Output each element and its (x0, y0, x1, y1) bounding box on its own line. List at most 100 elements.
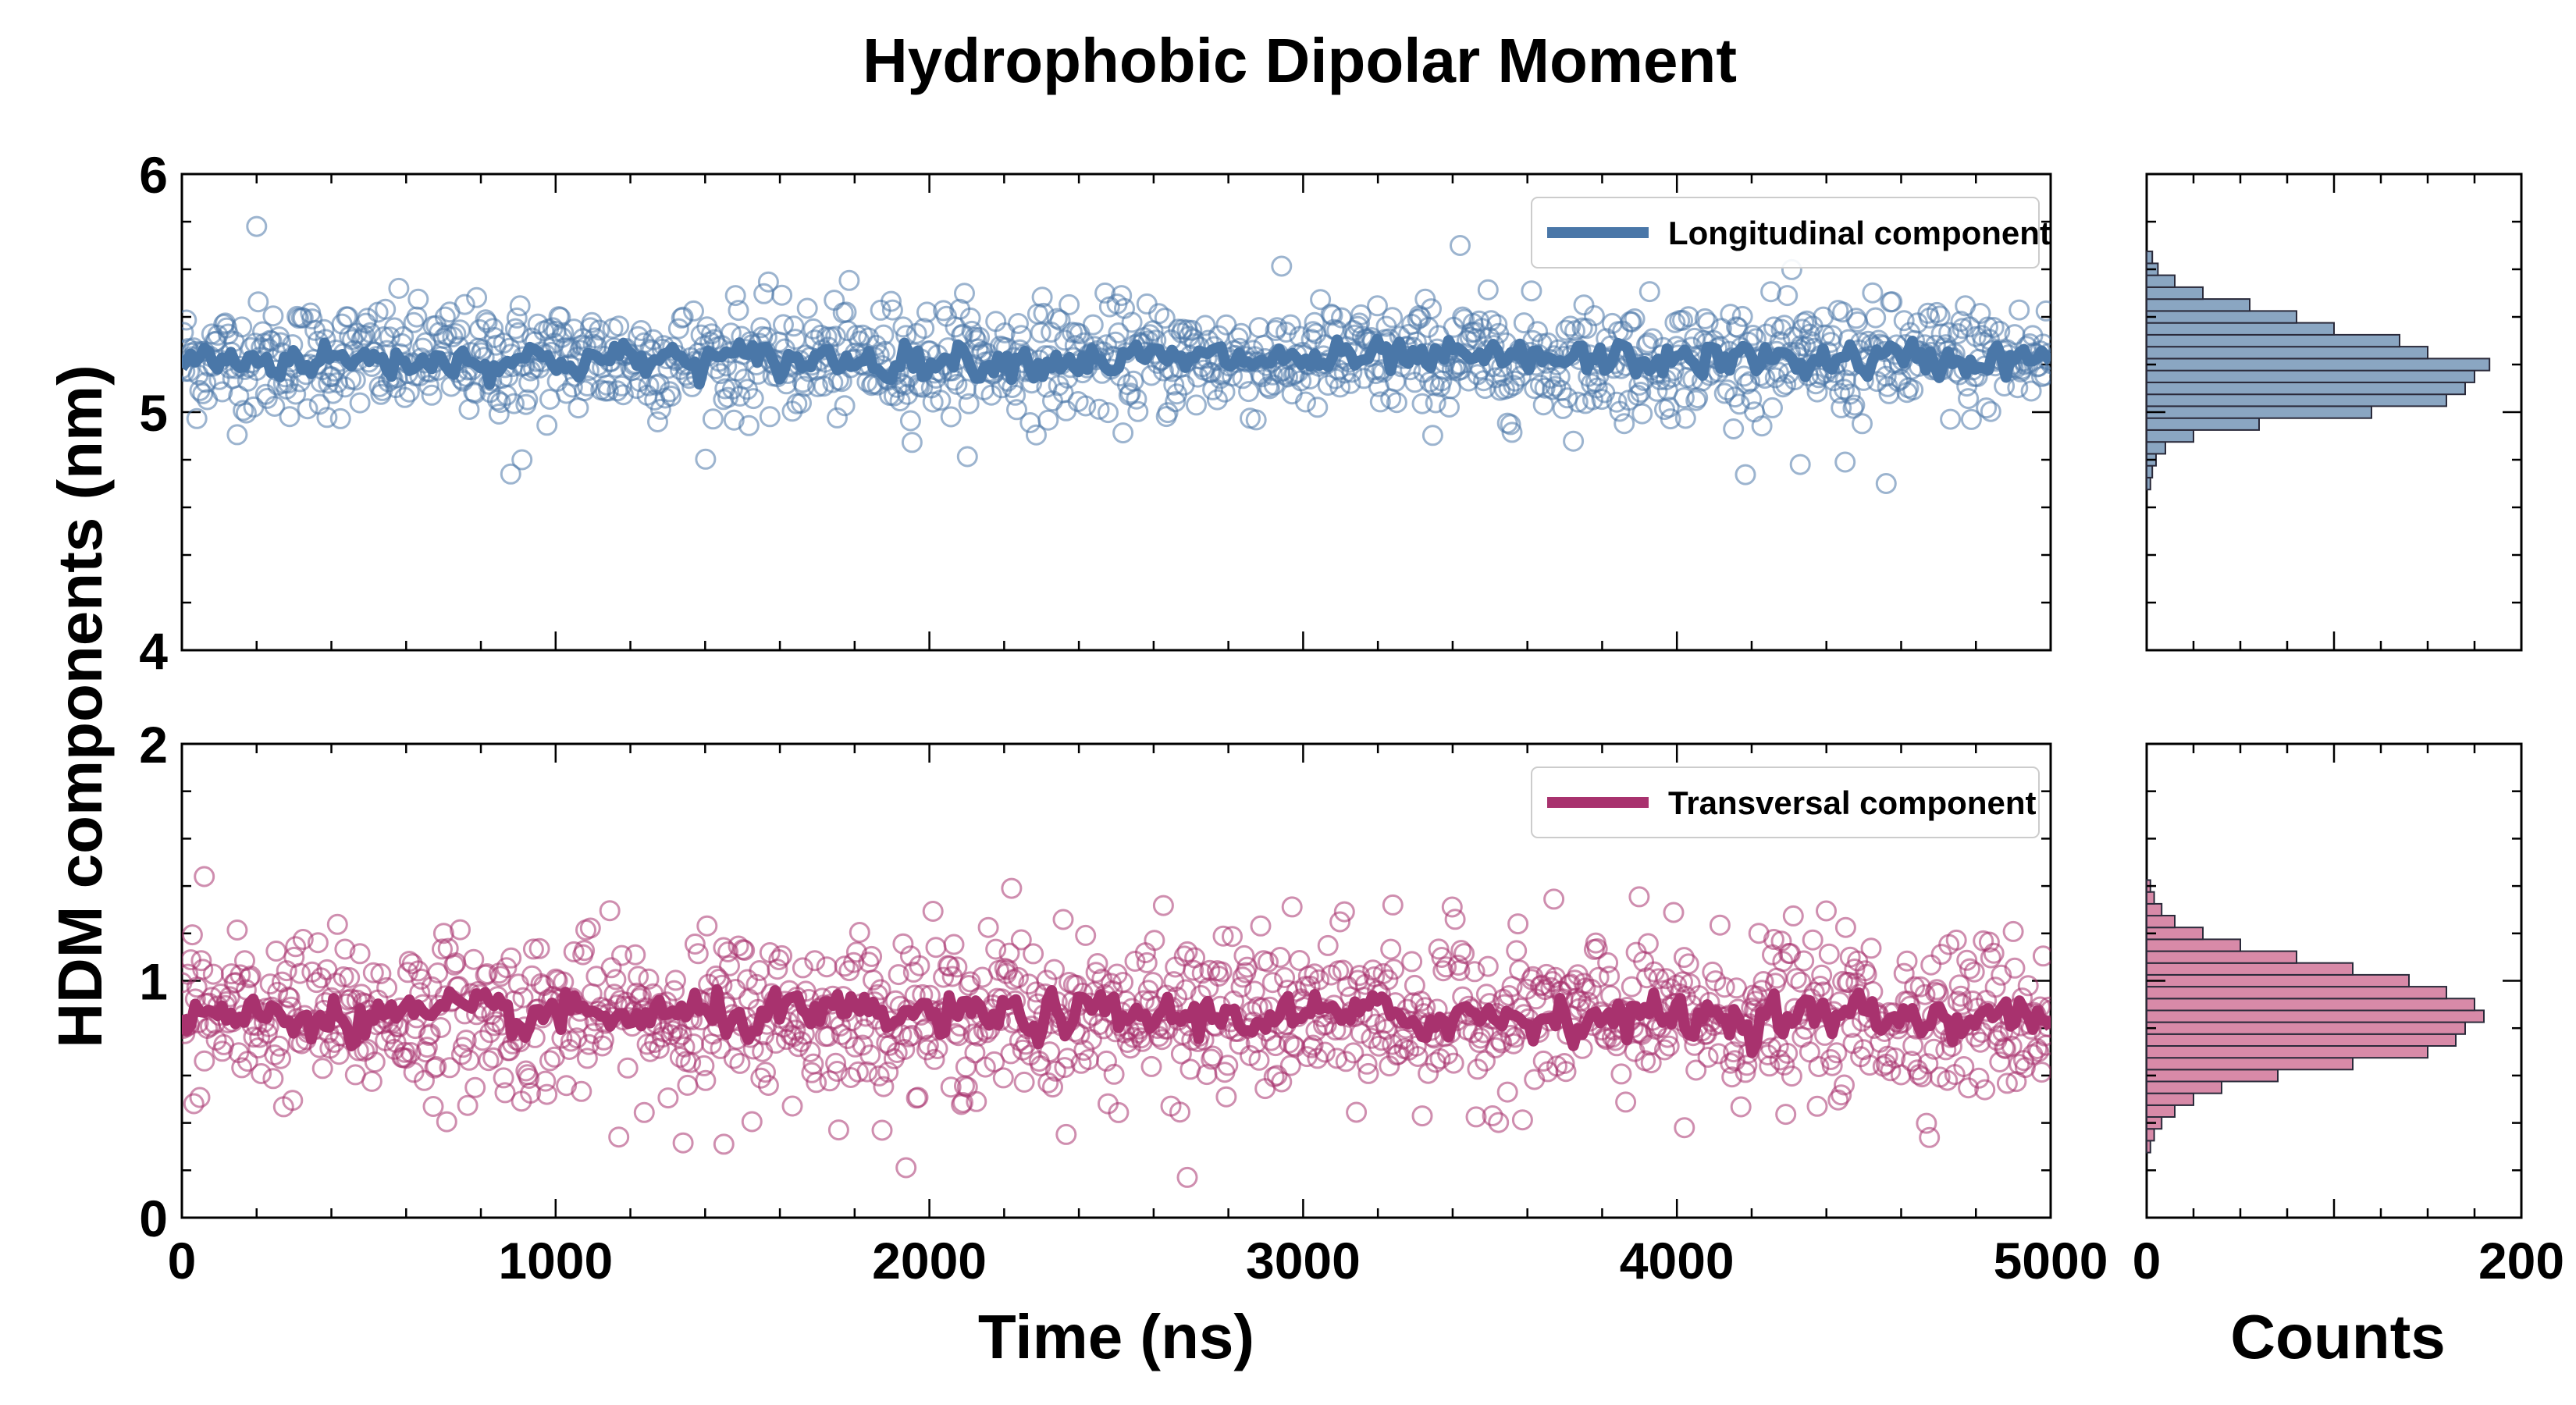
scatter-point (357, 1038, 379, 1060)
scatter-point (1532, 394, 1554, 416)
scatter-point (1859, 1055, 1880, 1076)
scatter-point (1202, 1045, 1224, 1067)
scatter-point (2031, 1062, 2051, 1083)
scatter-point (1948, 974, 1970, 996)
scatter-point (1350, 304, 1372, 325)
scatter-point (1796, 310, 1818, 332)
scatter-point (1175, 979, 1197, 1001)
scatter-point (212, 381, 233, 403)
scatter-point (1432, 960, 1454, 982)
scatter-point (1055, 400, 1077, 422)
scatter-point (454, 293, 475, 315)
panel-longitudinal: 4 5 6 Longitudinal component (139, 146, 2052, 680)
scatter-point (500, 947, 522, 969)
scatter-point (1769, 1049, 1791, 1071)
scatter-point (1996, 1072, 2018, 1094)
scatter-point (593, 1029, 614, 1051)
scatter-point (729, 1052, 751, 1074)
scatter-point (1735, 464, 1756, 486)
scatter-point (734, 940, 756, 961)
scatter-point (1278, 1032, 1300, 1054)
scatter-point (664, 980, 685, 1001)
scatter-point (1111, 285, 1133, 307)
scatter-point (482, 318, 504, 340)
running-mean-line (182, 333, 2051, 390)
scatter-point (1031, 286, 1053, 308)
scatter-point (1151, 1029, 1172, 1051)
scatter-point (881, 299, 903, 321)
scatter-point (1302, 1034, 1324, 1056)
scatter-point (1902, 1035, 1924, 1057)
scatter-point (868, 1065, 890, 1087)
scatter-point (285, 383, 307, 405)
scatter-point (1383, 959, 1405, 980)
scatter-point (1044, 959, 1065, 980)
scatter-point (1441, 896, 1463, 918)
scatter-point (1322, 304, 1343, 326)
scatter-point (1527, 321, 1549, 343)
hist-bar (2146, 393, 2447, 407)
scatter-point (574, 380, 596, 402)
scatter-point (1010, 929, 1032, 951)
scatter-point (1300, 329, 1322, 350)
scatter-point (1968, 1067, 1990, 1089)
scatter-point (2017, 975, 2039, 997)
scatter-point (757, 1075, 779, 1096)
scatter-point (1945, 929, 1967, 951)
scatter-point (1087, 953, 1108, 974)
hist-bar (2146, 381, 2466, 396)
scatter-point (463, 948, 485, 970)
scatter-point (1507, 913, 1529, 935)
scatter-point (231, 1057, 253, 1079)
scatter-point (1751, 415, 1773, 437)
scatter-point (393, 325, 415, 347)
scatter-point (834, 955, 856, 977)
scatter-point (696, 915, 718, 937)
hist-bar (2146, 1080, 2222, 1094)
scatter-point (738, 414, 760, 436)
y-tick-label: 2 (139, 716, 168, 774)
scatter-point (1772, 376, 1794, 398)
scatter-point (1586, 938, 1608, 959)
scatter-point (873, 1076, 895, 1097)
scatter-point (693, 1055, 715, 1076)
scatter-point (1411, 393, 1433, 414)
scatter-point (182, 309, 197, 331)
scatter-point (1136, 951, 1158, 973)
scatter-point (251, 1063, 272, 1084)
scatter-point (1615, 1091, 1637, 1113)
scatter-point (1723, 418, 1745, 439)
scatter-point (1674, 1117, 1695, 1139)
scatter-point (998, 942, 1020, 964)
panel-transversal: 0 1 2 Transversal component (139, 716, 2052, 1247)
scatter-point (1489, 1030, 1511, 1051)
scatter-point (956, 446, 978, 468)
scatter-point (579, 917, 601, 939)
scatter-point (757, 271, 779, 293)
scatter-point (1606, 391, 1628, 413)
scatter-point (1549, 366, 1571, 388)
scatter-point (768, 949, 790, 970)
scatter-point (1770, 318, 1792, 340)
hist-bar (2146, 962, 2354, 976)
scatter-point (1425, 392, 1446, 414)
scatter-point (1039, 1041, 1061, 1063)
scatter-point (1917, 1053, 1939, 1075)
scatter-point (1001, 877, 1023, 899)
scatter-point (421, 384, 443, 406)
scatter-point (1857, 330, 1879, 352)
scatter-point (306, 972, 327, 994)
scatter-point (1829, 382, 1851, 404)
scatter-point (1581, 978, 1603, 1000)
scatter-point (1610, 1063, 1632, 1085)
scatter-point (1108, 1101, 1130, 1123)
scatter-point (1380, 938, 1402, 960)
scatter-point (1893, 962, 1915, 984)
scatter-point (1317, 934, 1339, 956)
scatter-point (1989, 320, 2011, 342)
scatter-point (237, 1051, 258, 1072)
scatter-point (1498, 985, 1520, 1006)
x-tick-label: 5000 (1994, 1232, 2108, 1289)
scatter-point (2008, 299, 2030, 321)
scatter-point (235, 402, 257, 424)
